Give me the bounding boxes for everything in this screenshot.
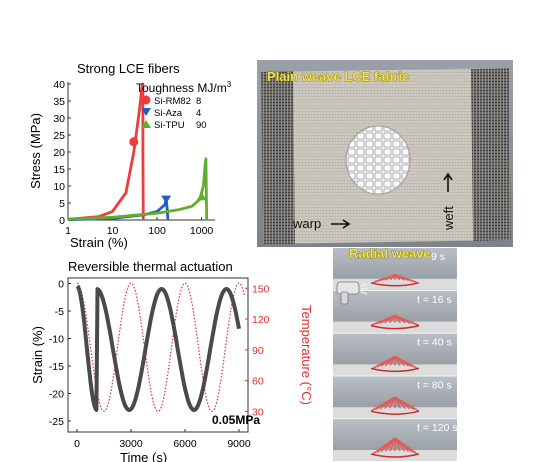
legend-marker-si-tpu bbox=[141, 120, 151, 128]
frame-time-label: t = 16 s bbox=[417, 294, 452, 306]
plain-weave-fabric-photo: Plain weave LCE fabric warp weft bbox=[257, 60, 513, 247]
series-line-si-rm82 bbox=[67, 82, 145, 221]
thermal-actuation-chart: Reversible thermal actuation 0 -5 -10 -15 -2… bbox=[30, 259, 314, 462]
warp-label: warp bbox=[292, 216, 321, 231]
radial-weave-frame: t = 80 s bbox=[333, 376, 457, 419]
chart2-y-tick-label: -20 bbox=[49, 389, 64, 401]
chart2-y2-tick-label: 120 bbox=[252, 314, 270, 326]
chart1-y-tick-label: 40 bbox=[53, 79, 65, 91]
legend-label-si-aza: Si-Aza bbox=[154, 108, 183, 119]
frame-time-label: t = 120 s bbox=[417, 422, 457, 434]
chart2-x-ticks: 0 3000 6000 9000 bbox=[74, 429, 251, 450]
chart2-y2-tick-label: 90 bbox=[252, 345, 264, 357]
chart1-y-tick-label: 20 bbox=[53, 147, 65, 159]
legend-label-si-tpu: Si-TPU bbox=[154, 120, 185, 131]
marker-si-aza bbox=[161, 195, 172, 204]
legend-toughness-si-aza: 4 bbox=[196, 108, 201, 119]
weft-label: weft bbox=[441, 206, 456, 231]
chart2-title: Reversible thermal actuation bbox=[68, 259, 233, 274]
chart1-y-ticks: 0 5 10 15 20 25 30 35 40 bbox=[53, 79, 71, 227]
chart2-y-tick-label: -25 bbox=[49, 416, 64, 428]
frame-time-label: 9 s bbox=[431, 251, 445, 263]
chart2-y-tick-label: -10 bbox=[49, 334, 64, 346]
chart2-y2-tick-label: 150 bbox=[252, 283, 270, 295]
legend-toughness-si-rm82: 8 bbox=[196, 96, 201, 107]
chart2-x-label: Time (s) bbox=[120, 450, 167, 462]
chart1-y-label: Stress (MPa) bbox=[28, 113, 43, 189]
chart2-y-tick-label: -15 bbox=[49, 361, 64, 373]
chart1-x-tick-label: 10 bbox=[107, 225, 119, 237]
plain-weave-title: Plain weave LCE fabric bbox=[267, 69, 409, 84]
weft-arrow-icon bbox=[443, 172, 453, 192]
radial-weave-frame: t = 120 s bbox=[333, 419, 457, 461]
chart2-x-tick-label: 6000 bbox=[173, 438, 197, 450]
legend-label-si-rm82: Si-RM82 bbox=[154, 96, 191, 107]
legend-title: Toughness MJ/m3 bbox=[136, 80, 232, 95]
circular-pattern bbox=[345, 125, 411, 195]
chart2-y2-label: Temperature (°C) bbox=[299, 305, 314, 405]
chart2-y2-tick-label: 30 bbox=[252, 406, 264, 418]
radial-weave-photo-sequence: 9 s t = 16 s t = 40 s t = 80 s t = 120 s Rad… bbox=[333, 248, 457, 461]
chart1-x-tick-label: 100 bbox=[148, 225, 166, 237]
legend-marker-si-rm82 bbox=[141, 95, 151, 105]
chart1-y-tick-label: 15 bbox=[53, 164, 65, 176]
strain-series-line bbox=[75, 284, 241, 412]
fabric-right-band bbox=[471, 68, 511, 241]
chart1-y-tick-label: 30 bbox=[53, 113, 65, 125]
chart2-annotation: 0.05MPa bbox=[212, 413, 260, 427]
chart1-series bbox=[67, 82, 209, 222]
radial-weave-frame: t = 16 s bbox=[333, 290, 457, 333]
chart2-y-label: Strain (%) bbox=[30, 326, 45, 384]
stress-strain-chart: Strong LCE fibers 0 5 10 15 20 25 30 35 40 1 10 10… bbox=[28, 61, 232, 250]
chart2-y-ticks: 0 -5 -10 -15 -20 -25 bbox=[49, 279, 71, 428]
heat-gun-icon bbox=[336, 281, 368, 305]
legend-toughness-si-tpu: 90 bbox=[196, 120, 207, 131]
chart1-x-tick-label: 1 bbox=[65, 225, 71, 237]
chart2-y2-tick-label: 60 bbox=[252, 376, 264, 388]
radial-weave-title: Radial weave bbox=[349, 248, 431, 261]
chart1-y-tick-label: 35 bbox=[53, 96, 65, 108]
chart1-y-tick-label: 5 bbox=[59, 198, 65, 210]
chart2-frame bbox=[67, 277, 249, 433]
temperature-series-line bbox=[76, 282, 245, 413]
marker-si-rm82 bbox=[129, 137, 139, 147]
chart1-x-tick-label: 1000 bbox=[190, 225, 214, 237]
chart1-y-tick-label: 25 bbox=[53, 130, 65, 142]
chart1-legend: Toughness MJ/m3 Si-RM82 8 Si-Aza 4 Si-TP… bbox=[136, 80, 232, 131]
chart1-x-ticks: 1 10 100 1000 bbox=[65, 217, 213, 237]
marker-si-tpu bbox=[196, 192, 207, 201]
warp-arrow-icon bbox=[331, 219, 351, 229]
series-line-si-tpu bbox=[67, 157, 209, 221]
frame-time-label: t = 80 s bbox=[417, 379, 452, 391]
chart2-x-tick-label: 9000 bbox=[227, 438, 251, 450]
fabric-left-band bbox=[261, 71, 295, 244]
frame-time-label: t = 40 s bbox=[417, 337, 452, 349]
radial-weave-frame: t = 40 s bbox=[333, 333, 457, 376]
chart2-x-tick-label: 3000 bbox=[119, 438, 143, 450]
chart2-y-tick-label: -5 bbox=[55, 306, 64, 318]
legend-marker-si-aza bbox=[141, 108, 151, 116]
chart2-y-tick-label: 0 bbox=[58, 279, 64, 291]
chart1-title: Strong LCE fibers bbox=[77, 61, 180, 76]
chart2-x-tick-label: 0 bbox=[74, 438, 80, 450]
chart1-y-tick-label: 0 bbox=[59, 215, 65, 227]
chart1-y-tick-label: 10 bbox=[53, 181, 65, 193]
chart1-x-label: Strain (%) bbox=[70, 235, 128, 250]
chart2-y2-ticks: 30 60 90 120 150 bbox=[245, 283, 270, 418]
